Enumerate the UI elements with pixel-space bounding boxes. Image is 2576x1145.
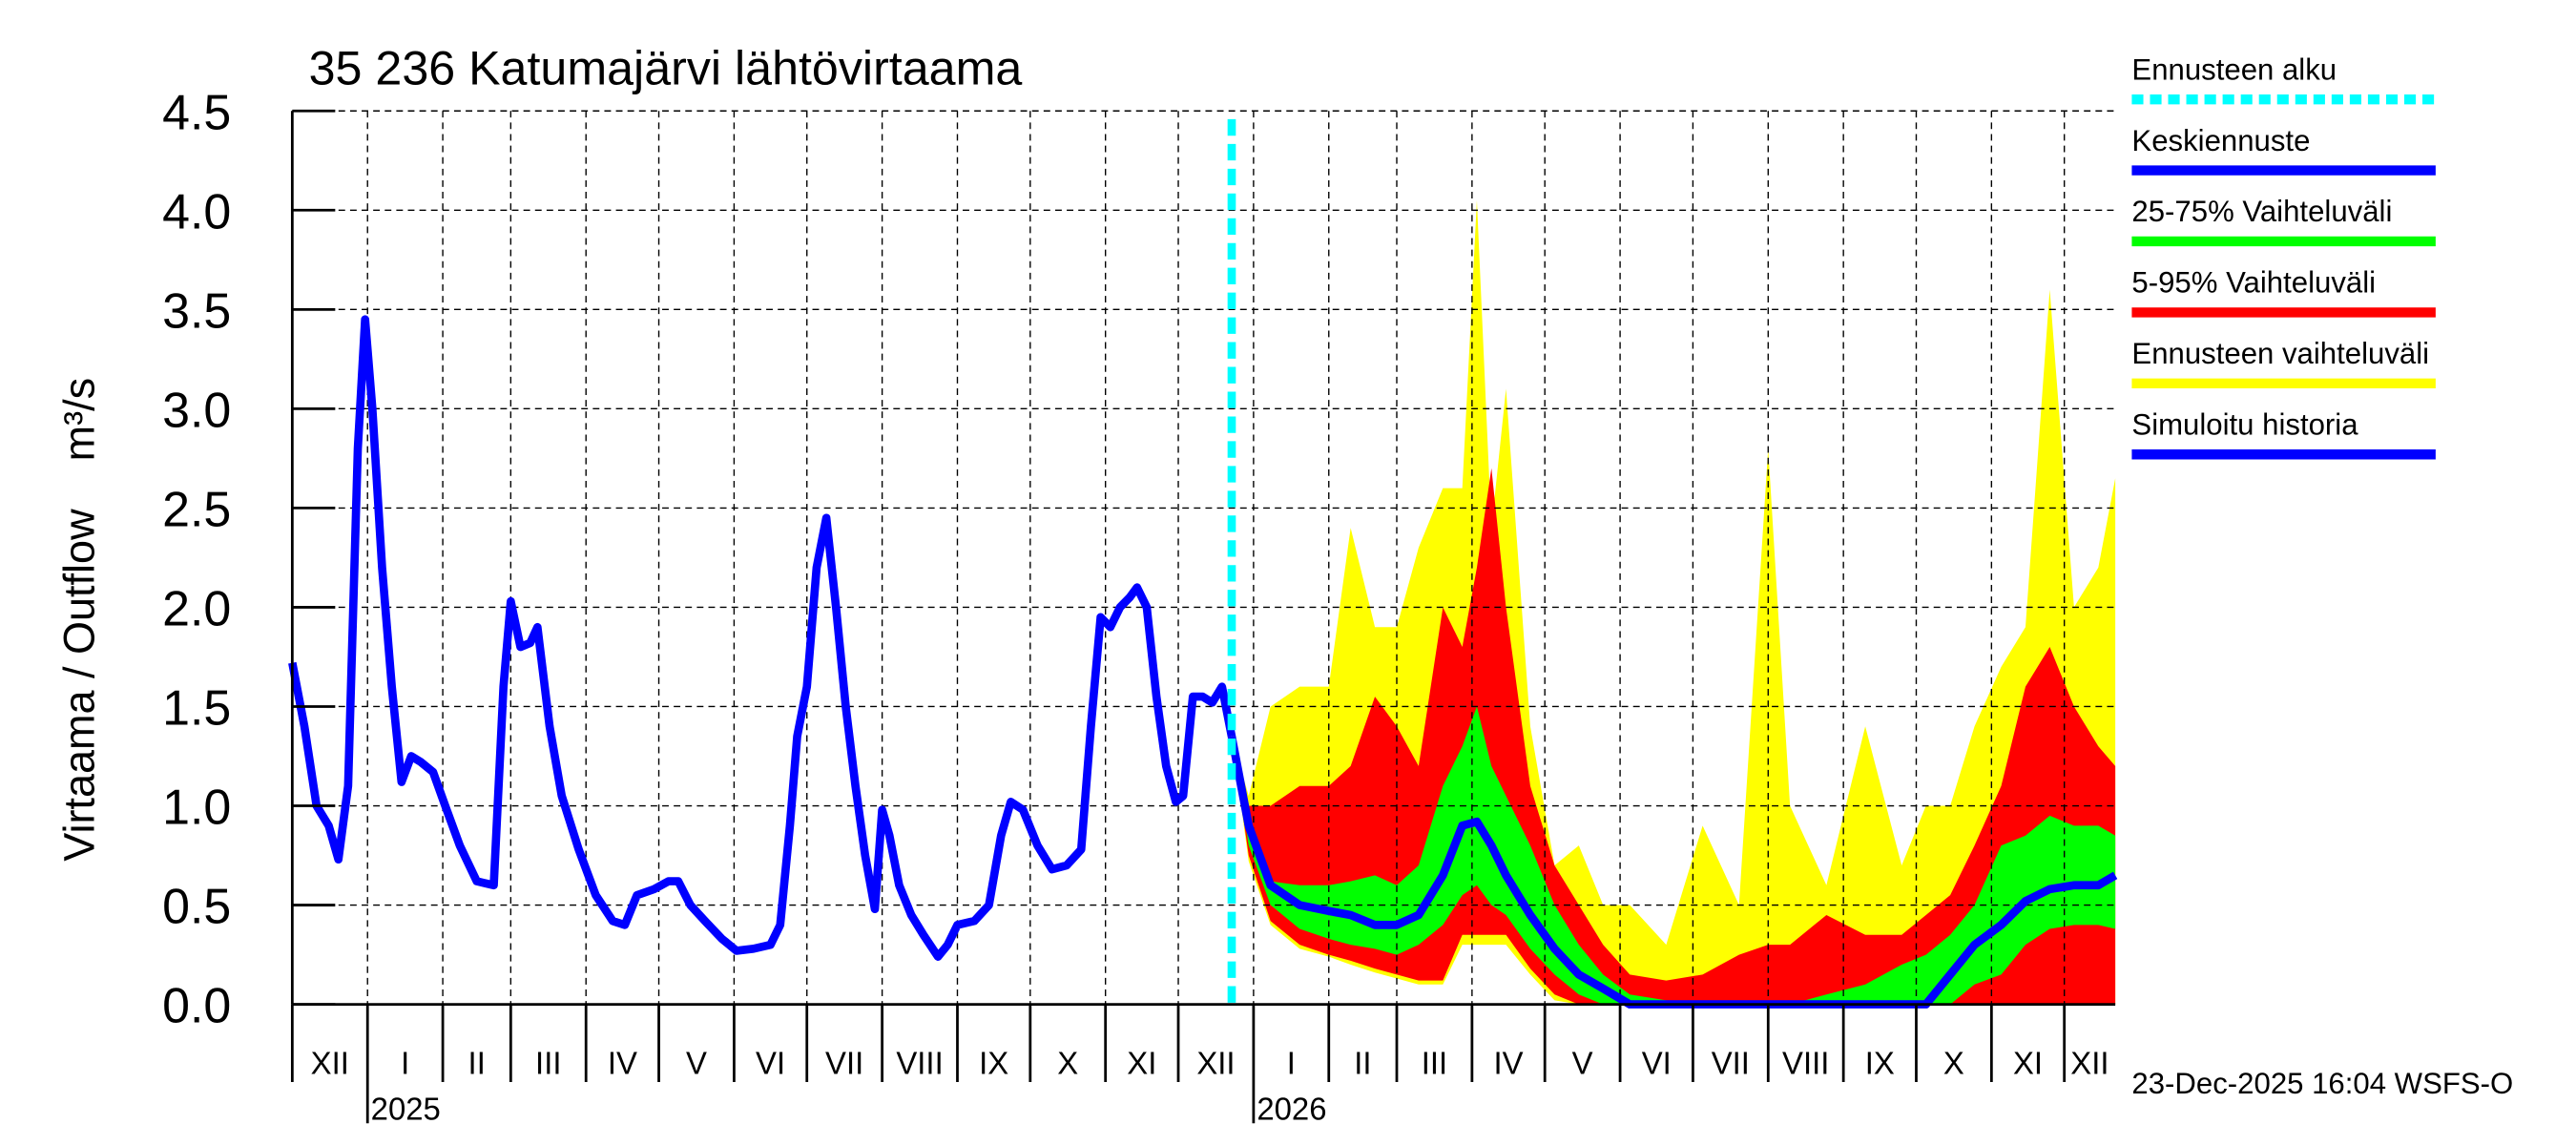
month-label: VIII <box>896 1045 943 1080</box>
month-label: VI <box>756 1045 785 1080</box>
month-label: IX <box>979 1045 1008 1080</box>
legend: Ennusteen alku Keskiennuste 25-75% Vaihtel… <box>2131 52 2436 460</box>
y-tick-label: 3.0 <box>162 383 231 438</box>
y-tick-label: 2.0 <box>162 581 231 636</box>
legend-label: Keskiennuste <box>2131 124 2310 157</box>
median-forecast-line <box>1227 735 2118 1009</box>
year-label: 2025 <box>371 1092 441 1127</box>
month-label: XI <box>1127 1045 1156 1080</box>
y-tick-label: 1.5 <box>162 681 231 737</box>
chart-title: 35 236 Katumajärvi lähtövirtaama <box>309 42 1023 95</box>
month-label: III <box>535 1045 561 1080</box>
timestamp: 23-Dec-2025 16:04 WSFS-O <box>2131 1067 2513 1100</box>
month-label: IV <box>1494 1045 1524 1080</box>
y-axis-label: Virtaama / Outflow m³/s <box>55 378 104 862</box>
month-label: VIII <box>1782 1045 1829 1080</box>
month-label: IX <box>1865 1045 1895 1080</box>
month-label: II <box>1354 1045 1371 1080</box>
month-label: X <box>1943 1045 1964 1080</box>
month-label: IV <box>608 1045 637 1080</box>
legend-label: 5-95% Vaihteluväli <box>2131 266 2376 300</box>
month-label: V <box>686 1045 707 1080</box>
month-label: XII <box>2070 1045 2109 1080</box>
month-label: VII <box>1712 1045 1750 1080</box>
forecast-bands <box>1231 199 2116 1005</box>
y-tick-label: 4.5 <box>162 85 231 140</box>
y-tick-label: 3.5 <box>162 283 231 339</box>
series-lines <box>288 118 2118 1009</box>
y-tick-label: 2.5 <box>162 482 231 537</box>
legend-label: Ennusteen alku <box>2131 52 2337 86</box>
month-label: VII <box>825 1045 863 1080</box>
legend-label: Simuloitu historia <box>2131 407 2358 441</box>
band-25-75 <box>1231 706 2116 1005</box>
legend-label: Ennusteen vaihteluväli <box>2131 337 2429 370</box>
month-label: XI <box>2013 1045 2043 1080</box>
legend-label: 25-75% Vaihteluväli <box>2131 195 2392 228</box>
month-label: X <box>1057 1045 1078 1080</box>
month-label: II <box>468 1045 486 1080</box>
month-label: XII <box>311 1045 349 1080</box>
y-tick-label: 4.0 <box>162 184 231 239</box>
grid <box>292 110 2116 1005</box>
y-tick-label: 1.0 <box>162 781 231 836</box>
month-label: III <box>1422 1045 1447 1080</box>
month-label: I <box>1287 1045 1296 1080</box>
month-label: XII <box>1196 1045 1235 1080</box>
year-label: 2026 <box>1257 1092 1326 1127</box>
month-label: VI <box>1642 1045 1672 1080</box>
y-tick-label: 0.5 <box>162 880 231 935</box>
history-line <box>288 315 1236 961</box>
y-tick-label: 0.0 <box>162 979 231 1034</box>
month-label: V <box>1572 1045 1593 1080</box>
month-label: I <box>401 1045 409 1080</box>
